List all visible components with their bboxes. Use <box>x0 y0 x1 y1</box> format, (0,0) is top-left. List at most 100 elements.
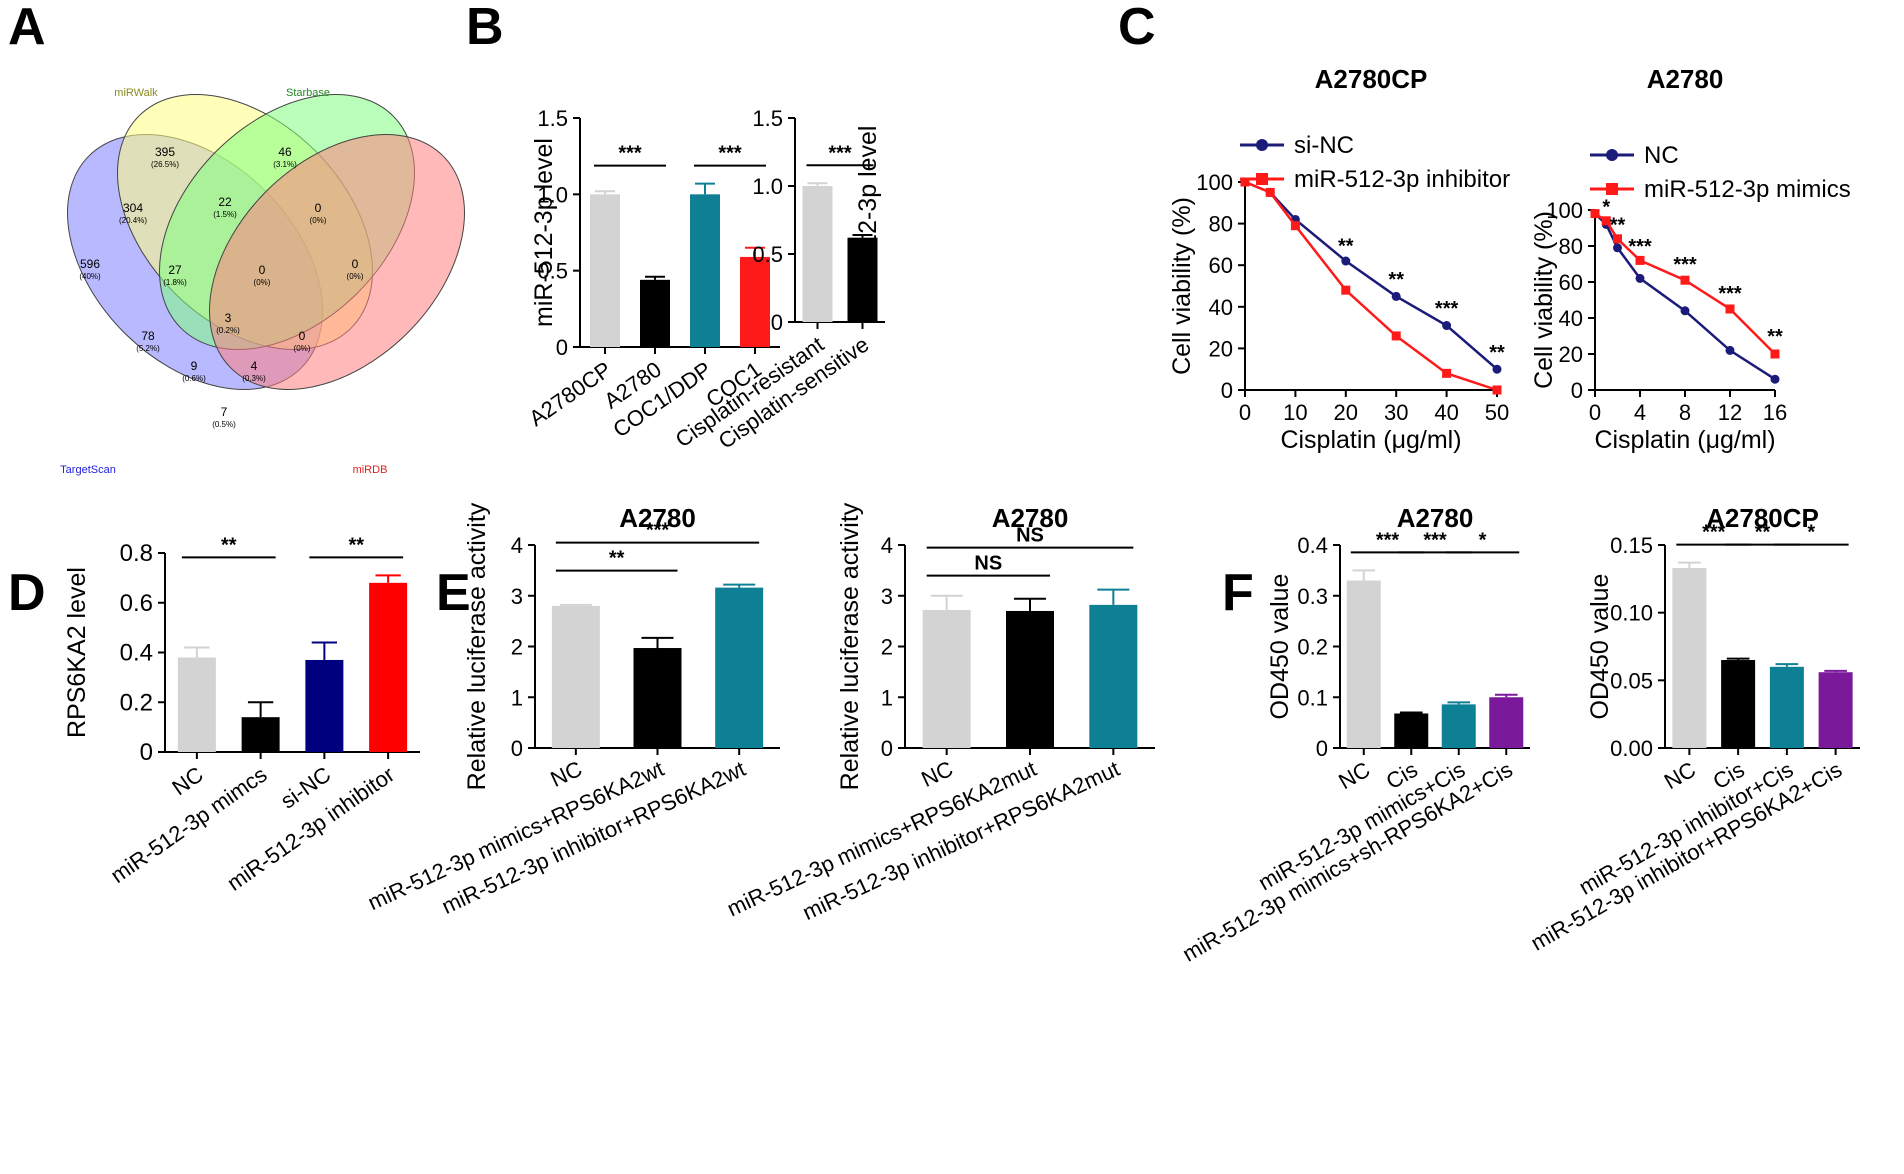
data-point <box>1601 216 1611 226</box>
y-tick-label: 1 <box>881 685 893 710</box>
chart-E2: A2780 0 1 2 3 4 Relative luciferase activity NC… <box>723 502 1155 925</box>
venn-region-count: 22 <box>218 195 232 209</box>
bar <box>715 587 764 748</box>
venn-label-mirdb: miRDB <box>353 464 388 476</box>
venn-region-count: 4 <box>251 359 258 373</box>
significance-label: ** <box>609 548 625 570</box>
series-line <box>1244 180 1498 392</box>
bar <box>1818 672 1853 748</box>
venn-region: 0(0%) <box>310 201 327 225</box>
bar <box>177 657 216 752</box>
legend-label: miR-512-3p inhibitor <box>1294 166 1510 193</box>
data-point <box>1680 306 1690 316</box>
venn-region: 7(0.5%) <box>212 405 236 429</box>
bar <box>1089 604 1138 748</box>
y-tick-label: 4 <box>881 533 893 558</box>
y-tick-label: 0.8 <box>120 540 153 567</box>
venn-region-count: 7 <box>221 405 228 419</box>
x-tick-label: 10 <box>1283 400 1307 425</box>
y-tick-label: 0.3 <box>1297 584 1328 609</box>
bar <box>640 279 670 347</box>
significance-label: ** <box>1338 236 1354 258</box>
bar <box>1441 704 1476 748</box>
category-label: NC <box>167 762 207 801</box>
bar <box>1006 610 1054 748</box>
data-point <box>1391 331 1401 341</box>
y-tick-label: 80 <box>1209 212 1233 237</box>
venn-region-count: 0 <box>299 329 306 343</box>
bar <box>590 194 620 347</box>
venn-region-percent: (20.4%) <box>119 216 147 225</box>
venn-region: 0(0%) <box>347 257 364 281</box>
bar <box>690 194 720 347</box>
venn-region-percent: (1.5%) <box>213 210 237 219</box>
y-axis-label: RPS6KA2 level <box>63 567 91 738</box>
y-tick-label: 60 <box>1559 270 1583 295</box>
y-tick-label: 100 <box>1196 170 1233 195</box>
data-point <box>1613 243 1622 253</box>
venn-region-percent: (0.6%) <box>182 374 206 383</box>
data-point <box>1725 345 1735 355</box>
venn-region: 9(0.6%) <box>182 359 206 383</box>
y-tick-label: 60 <box>1209 253 1233 278</box>
y-tick-label: 0.2 <box>120 689 153 716</box>
significance-label: ** <box>1755 522 1771 544</box>
bar <box>551 605 600 748</box>
y-axis-label: miR-512-3p level <box>530 138 558 327</box>
venn-region-count: 0 <box>352 257 359 271</box>
y-tick-label: 0.1 <box>1297 685 1328 710</box>
y-tick-label: 0.15 <box>1610 533 1653 558</box>
legend-label: si-NC <box>1294 132 1354 159</box>
y-axis-label: OD450 value <box>1586 574 1614 720</box>
venn-region-count: 0 <box>259 263 266 277</box>
category-label: miR-512-3p inhibitor+RPS6KA2+Cis <box>1527 757 1847 956</box>
panel-letter-b: B <box>466 0 504 56</box>
y-tick-label: 0.4 <box>120 640 153 667</box>
venn-region: 46(3.1%) <box>273 145 297 169</box>
y-tick-label: 20 <box>1209 336 1233 361</box>
bar <box>1721 660 1756 748</box>
data-point <box>1290 221 1300 231</box>
bar <box>1346 580 1381 748</box>
y-tick-label: 3 <box>881 584 893 609</box>
significance-label: *** <box>646 520 670 542</box>
data-point <box>1492 385 1502 395</box>
significance-label: *** <box>718 143 742 165</box>
y-tick-label: 0 <box>140 739 153 766</box>
venn-label-targetscan: TargetScan <box>60 464 116 476</box>
venn-region: 0(0%) <box>294 329 311 353</box>
data-point <box>1265 187 1275 197</box>
y-tick-label: 3 <box>511 584 523 609</box>
venn-region: 4(0.3%) <box>242 359 266 383</box>
venn-region-count: 9 <box>191 359 198 373</box>
venn-region-percent: (5.2%) <box>136 344 160 353</box>
venn-region: 395(26.5%) <box>151 145 179 169</box>
panel-letter-f: F <box>1222 564 1254 622</box>
y-tick-label: 4 <box>511 533 523 558</box>
venn-region-count: 46 <box>278 145 292 159</box>
x-tick-label: 40 <box>1434 400 1458 425</box>
venn-region: 78(5.2%) <box>136 329 160 353</box>
y-tick-label: 1.5 <box>752 106 783 131</box>
x-axis-label: Cisplatin (μg/ml) <box>1280 426 1461 454</box>
data-point <box>1442 368 1452 378</box>
x-tick-label: 4 <box>1634 400 1646 425</box>
venn-region-count: 27 <box>168 263 182 277</box>
venn-region-count: 304 <box>123 201 143 215</box>
significance-label: ** <box>1767 326 1783 348</box>
significance-label: *** <box>1376 529 1400 551</box>
venn-region: 27(1.8%) <box>163 263 187 287</box>
venn-diagram: miRWalk Starbase TargetScan miRDB 395(26… <box>60 87 465 476</box>
y-axis-label: Relative luciferase activity <box>463 502 491 790</box>
significance-label: * <box>1807 522 1815 544</box>
chart-title: A2780CP <box>1315 64 1428 94</box>
x-tick-label: 20 <box>1334 400 1358 425</box>
y-tick-label: 0 <box>1571 378 1583 403</box>
significance-label: *** <box>1435 298 1459 320</box>
y-tick-label: 0.2 <box>1297 635 1328 660</box>
y-tick-label: 2 <box>511 635 523 660</box>
panel-letter-c: C <box>1118 0 1156 56</box>
y-tick-label: 0.5 <box>537 259 568 284</box>
